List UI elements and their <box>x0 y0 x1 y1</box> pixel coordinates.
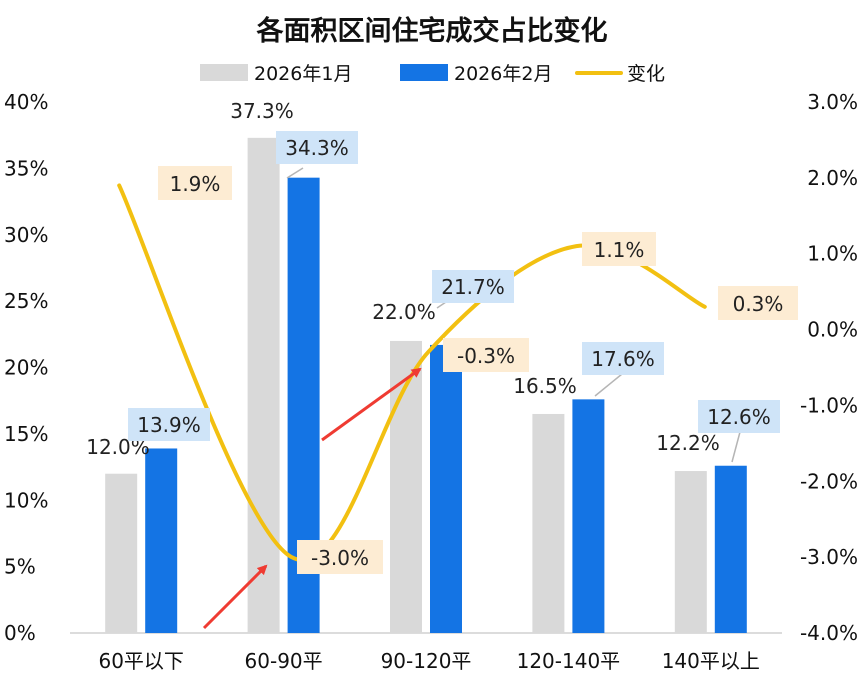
label-jan-2: 22.0% <box>372 300 436 324</box>
label-feb-4-box <box>698 400 780 433</box>
label-change-0: 1.9% <box>170 172 221 196</box>
legend-item: 2026年2月 <box>400 63 552 85</box>
legend-label: 2026年2月 <box>454 63 552 85</box>
label-change-1-box <box>297 540 383 574</box>
y-left-tick-label: 0% <box>4 621 36 645</box>
label-feb-2: 21.7% <box>441 275 505 299</box>
y-right-tick-label: -4.0% <box>800 621 858 645</box>
legend-swatch <box>400 64 448 81</box>
bar-jan-1 <box>247 137 280 633</box>
y-left-tick-label: 25% <box>4 289 48 313</box>
bar-jan-3 <box>532 413 565 633</box>
label-feb-1-group: 34.3% <box>276 131 358 164</box>
bar-feb-2 <box>430 344 462 633</box>
data-labels: 12.0%37.3%22.0%16.5%12.2%13.9%34.3%21.7%… <box>86 99 798 574</box>
x-category-label: 120-140平 <box>517 649 621 673</box>
legend: 2026年1月 2026年2月 变化 <box>200 63 665 85</box>
label-feb-1: 34.3% <box>285 136 349 160</box>
label-change-3-group: 1.1% <box>582 232 656 266</box>
bar-jan-0 <box>105 473 138 633</box>
label-change-3: 1.1% <box>594 238 645 262</box>
legend-item: 变化 <box>575 63 665 85</box>
y-right-tick-label: -3.0% <box>800 545 858 569</box>
legend-label: 变化 <box>627 63 665 85</box>
label-change-0-group: 1.9% <box>158 166 232 200</box>
label-change-4-group: 0.3% <box>718 286 798 320</box>
annotation-arrows <box>202 367 422 630</box>
label-feb-3: 17.6% <box>591 347 655 371</box>
label-change-0-box <box>158 166 232 200</box>
label-change-2-group: -0.3% <box>443 338 529 372</box>
legend-item: 2026年1月 <box>200 63 352 85</box>
legend-label: 2026年1月 <box>254 63 352 85</box>
y-left-tick-label: 20% <box>4 356 48 380</box>
label-change-1: -3.0% <box>311 546 369 570</box>
y-left-tick-label: 30% <box>4 223 48 247</box>
y-left-tick-label: 5% <box>4 555 36 579</box>
bar-feb-3 <box>572 399 605 633</box>
chart-title: 各面积区间住宅成交占比变化 <box>256 15 608 47</box>
x-category-label: 60-90平 <box>245 649 323 673</box>
x-category-label: 60平以下 <box>98 649 183 673</box>
red-arrow-2 <box>321 367 422 442</box>
bars <box>105 137 747 634</box>
y-left-tick-label: 15% <box>4 422 48 446</box>
label-change-3-box <box>582 232 656 266</box>
x-category-label: 140平以上 <box>662 649 760 673</box>
label-change-4-box <box>718 286 798 320</box>
x-category-label: 90-120平 <box>381 649 472 673</box>
label-jan-4: 12.2% <box>656 431 720 455</box>
y-right-tick-label: -1.0% <box>800 393 858 417</box>
legend-swatch <box>200 64 248 81</box>
y-right-tick-label: 3.0% <box>807 90 858 114</box>
y-right-tick-label: 1.0% <box>807 242 858 266</box>
leader-line <box>286 167 304 179</box>
leader-line <box>594 373 623 397</box>
y-left-tick-label: 10% <box>4 488 48 512</box>
leader-line <box>731 431 741 463</box>
label-feb-0-box <box>128 408 210 441</box>
label-feb-1-box <box>276 131 358 164</box>
label-feb-3-box <box>582 342 664 375</box>
label-feb-0-group: 13.9% <box>128 408 210 441</box>
label-change-1-group: -3.0% <box>297 540 383 574</box>
label-feb-4: 12.6% <box>707 405 771 429</box>
label-change-2: -0.3% <box>457 344 515 368</box>
label-change-2-box <box>443 338 529 372</box>
y-right-tick-label: -2.0% <box>800 469 858 493</box>
red-arrow-1 <box>202 564 268 630</box>
label-jan-3: 16.5% <box>513 374 577 398</box>
bar-feb-4 <box>714 465 747 633</box>
bar-feb-0 <box>145 448 178 633</box>
label-feb-2-box <box>432 270 514 303</box>
axes: 0% 5% 10% 15% 20% 25% 30% 35% 40% -4.0% -3.0% -2.0%… <box>4 90 858 673</box>
y-left-tick-label: 35% <box>4 156 48 180</box>
y-left-tick-label: 40% <box>4 90 48 114</box>
label-feb-3-group: 17.6% <box>582 342 664 375</box>
label-feb-4-group: 12.6% <box>698 400 780 433</box>
label-change-4: 0.3% <box>733 292 784 316</box>
label-jan-1: 37.3% <box>230 99 294 123</box>
label-feb-2-group: 21.7% <box>432 270 514 303</box>
label-feb-0: 13.9% <box>137 413 201 437</box>
y-right-tick-label: 0.0% <box>807 318 858 342</box>
bar-jan-4 <box>674 471 707 633</box>
y-right-tick-label: 2.0% <box>807 166 858 190</box>
